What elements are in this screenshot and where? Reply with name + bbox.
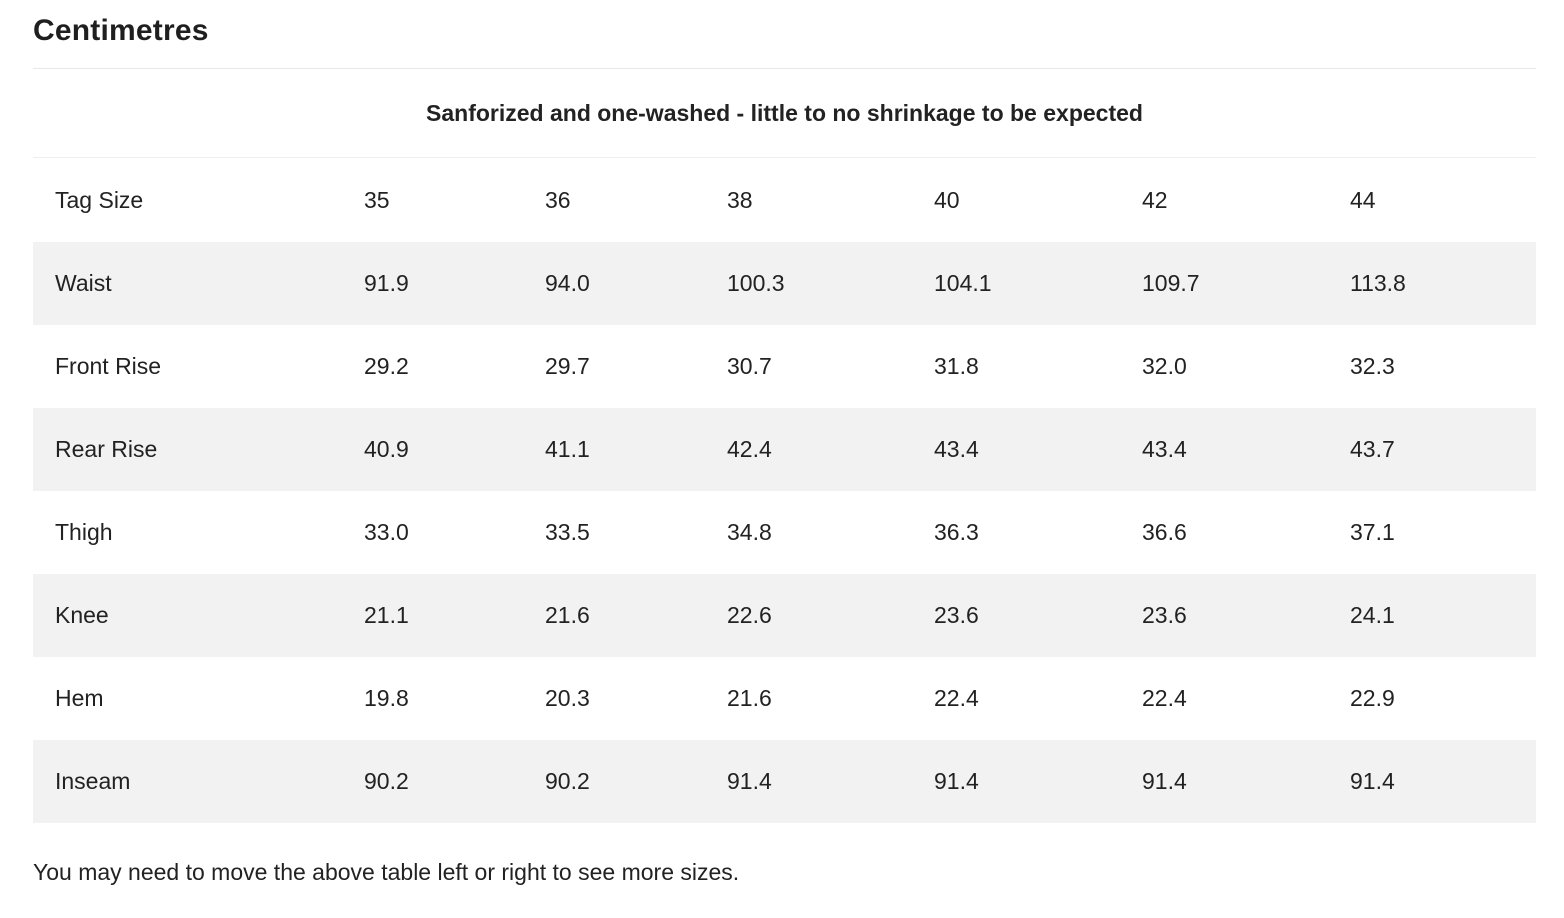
header-cell-size: 38 bbox=[727, 187, 753, 213]
table-cell: 22.4 bbox=[1142, 685, 1187, 711]
table-cell: 90.2 bbox=[342, 740, 523, 823]
table-cell: 29.2 bbox=[364, 353, 409, 379]
table-cell: 19.8 bbox=[364, 685, 409, 711]
table-cell: 31.8 bbox=[934, 353, 979, 379]
table-cell: 104.1 bbox=[912, 242, 1120, 325]
row-label: Thigh bbox=[55, 519, 113, 545]
scroll-hint-note: You may need to move the above table lef… bbox=[33, 859, 740, 885]
table-row: Hem 19.8 20.3 21.6 22.4 22.4 22.9 bbox=[33, 657, 1536, 740]
header-cell-size: 35 bbox=[364, 187, 390, 213]
table-cell: 20.3 bbox=[545, 685, 590, 711]
header-cell-size: 36 bbox=[545, 187, 571, 213]
table-cell: 41.1 bbox=[523, 408, 705, 491]
table-cell: 30.7 bbox=[727, 353, 772, 379]
table-cell: 91.4 bbox=[1120, 740, 1328, 823]
row-label: Front Rise bbox=[55, 353, 162, 379]
table-cell: 90.2 bbox=[523, 740, 705, 823]
table-row: Knee 21.1 21.6 22.6 23.6 23.6 24.1 bbox=[33, 574, 1536, 657]
header-cell-size: 42 bbox=[1142, 187, 1168, 213]
title-divider bbox=[33, 68, 1536, 69]
row-label: Rear Rise bbox=[33, 408, 342, 491]
table-cell: 113.8 bbox=[1328, 242, 1536, 325]
table-cell: 34.8 bbox=[727, 519, 772, 545]
header-cell-label: Tag Size bbox=[55, 187, 144, 213]
table-cell: 21.6 bbox=[727, 685, 772, 711]
table-row: Thigh 33.0 33.5 34.8 36.3 36.6 37.1 bbox=[33, 491, 1536, 574]
row-label: Hem bbox=[55, 685, 104, 711]
table-cell: 43.4 bbox=[1120, 408, 1328, 491]
row-label: Waist bbox=[33, 242, 342, 325]
table-header-row: Tag Size 35 36 38 40 42 44 bbox=[33, 159, 1536, 242]
table-cell: 23.6 bbox=[912, 574, 1120, 657]
row-label: Inseam bbox=[33, 740, 342, 823]
table-cell: 24.1 bbox=[1328, 574, 1536, 657]
table-row: Rear Rise 40.9 41.1 42.4 43.4 43.4 43.7 bbox=[33, 408, 1536, 491]
table-cell: 91.4 bbox=[912, 740, 1120, 823]
table-cell: 29.7 bbox=[545, 353, 590, 379]
table-cell: 22.4 bbox=[934, 685, 979, 711]
table-cell: 22.9 bbox=[1350, 685, 1395, 711]
table-cell: 94.0 bbox=[523, 242, 705, 325]
table-cell: 91.9 bbox=[342, 242, 523, 325]
table-cell: 32.3 bbox=[1350, 353, 1395, 379]
size-table[interactable]: Tag Size 35 36 38 40 42 44 Waist 91.9 94… bbox=[33, 159, 1536, 823]
section-title: Centimetres bbox=[33, 14, 209, 47]
table-cell: 100.3 bbox=[705, 242, 912, 325]
row-label: Knee bbox=[33, 574, 342, 657]
table-cell: 32.0 bbox=[1142, 353, 1187, 379]
table-cell: 33.0 bbox=[364, 519, 409, 545]
table-row: Inseam 90.2 90.2 91.4 91.4 91.4 91.4 bbox=[33, 740, 1536, 823]
table-cell: 36.3 bbox=[934, 519, 979, 545]
table-cell: 21.1 bbox=[342, 574, 523, 657]
table-cell: 43.4 bbox=[912, 408, 1120, 491]
header-cell-size: 44 bbox=[1350, 187, 1376, 213]
table-cell: 23.6 bbox=[1120, 574, 1328, 657]
table-row: Front Rise 29.2 29.7 30.7 31.8 32.0 32.3 bbox=[33, 325, 1536, 408]
table-cell: 40.9 bbox=[342, 408, 523, 491]
table-cell: 22.6 bbox=[705, 574, 912, 657]
table-caption: Sanforized and one-washed - little to no… bbox=[33, 69, 1536, 158]
table-cell: 91.4 bbox=[1328, 740, 1536, 823]
table-cell: 43.7 bbox=[1328, 408, 1536, 491]
table-cell: 42.4 bbox=[705, 408, 912, 491]
table-cell: 21.6 bbox=[523, 574, 705, 657]
table-cell: 109.7 bbox=[1120, 242, 1328, 325]
table-cell: 91.4 bbox=[705, 740, 912, 823]
table-row: Waist 91.9 94.0 100.3 104.1 109.7 113.8 bbox=[33, 242, 1536, 325]
table-cell: 33.5 bbox=[545, 519, 590, 545]
header-cell-size: 40 bbox=[934, 187, 960, 213]
table-cell: 36.6 bbox=[1142, 519, 1187, 545]
table-cell: 37.1 bbox=[1350, 519, 1395, 545]
